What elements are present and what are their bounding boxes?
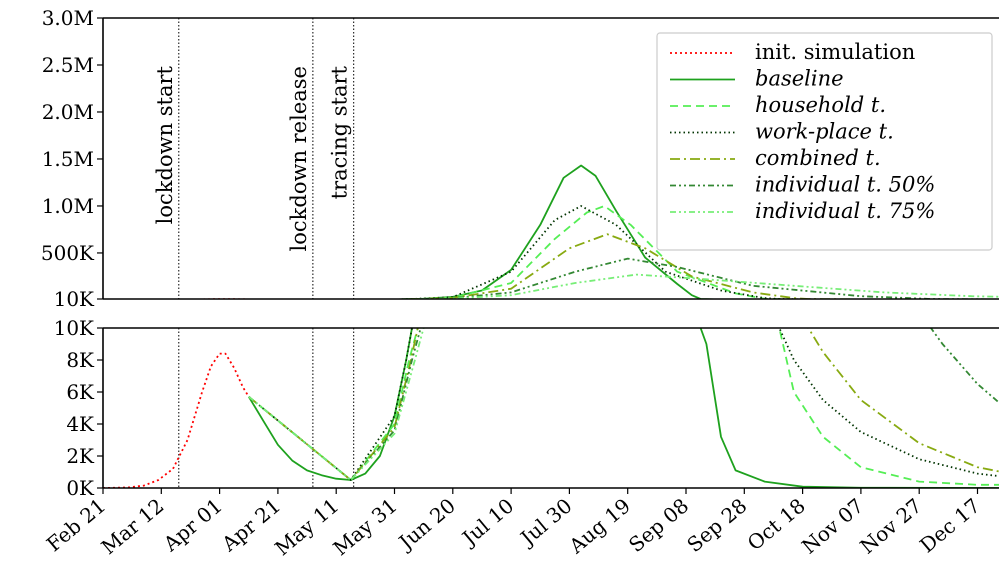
x-tick-label: Mar 12 [97,493,169,559]
x-tick-label: May 11 [270,493,343,560]
marker-label: lockdown start [153,65,177,224]
x-tick-label: Oct 18 [743,493,810,555]
series-line-upper-4 [248,233,999,299]
upper-y-tick-label: 10K [54,287,95,311]
x-tick-label: May 31 [328,493,401,560]
series-layer [103,164,999,488]
series-line-upper-6 [248,273,999,299]
upper-y-tick-label: 2.0M [42,100,94,124]
lower-y-tick-label: 8K [66,348,95,372]
legend-entry: init. simulation [755,40,915,64]
legend-entry: combined t. [755,146,881,170]
series-line-upper-2 [248,205,999,299]
upper-y-tick-label: 1.0M [42,194,94,218]
x-tick-label: Jul 10 [456,493,518,551]
x-tick-label: Sep 08 [624,493,693,556]
series-line-lower-1 [248,328,999,488]
x-tick-label: Jun 20 [393,493,460,555]
marker-label: tracing start [328,65,352,199]
axes: 10K 500K 1.0M 1.5M 2.0M 2.5M 3.0M 0K 2K 4K 6K 8K 10K [41,6,999,500]
legend-entry: household t. [755,93,886,117]
upper-y-tick-label: 2.5M [42,53,94,77]
lower-y-tick-label: 2K [66,444,95,468]
lower-y-tick-label: 6K [66,380,95,404]
x-tick-label: Apr 01 [158,493,227,556]
x-tick-label: Feb 21 [42,493,110,556]
x-tick-label: Nov 27 [855,493,926,558]
vertical-markers: lockdown start lockdown release tracing st… [153,18,355,488]
lower-y-tick-label: 4K [66,412,95,436]
legend-entry: individual t. 75% [755,199,935,223]
x-tick-label: Sep 28 [682,493,751,556]
upper-y-tick-label: 500K [41,241,95,265]
legend-box [656,32,993,251]
marker-label: lockdown release [287,66,311,251]
series-line-lower-0 [103,352,250,488]
x-tick-label: Aug 19 [564,493,635,558]
series-line-upper-1 [248,164,999,299]
x-tick-label: Dec 17 [915,493,985,557]
lower-y-tick-label: 10K [54,316,95,340]
upper-y-tick-label: 3.0M [42,6,94,30]
series-line-lower-2 [248,328,999,486]
upper-y-tick-label: 1.5M [42,147,94,171]
series-line-upper-5 [248,257,999,299]
x-tick-label: Nov 07 [797,493,868,558]
legend-entry: individual t. 50% [755,173,935,197]
legend-entry: baseline [755,67,844,91]
lower-y-tick-label: 0K [66,476,95,500]
legend-entry: work-place t. [755,120,894,144]
